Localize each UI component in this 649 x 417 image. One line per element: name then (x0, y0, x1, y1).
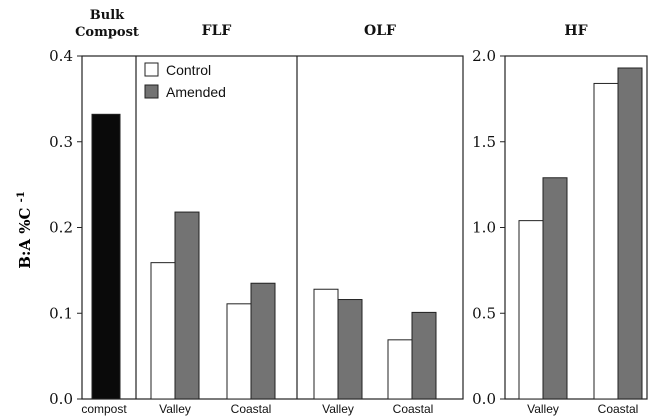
bar-control (313, 288, 339, 400)
bar-amended (617, 67, 643, 400)
panel-title: Compost (75, 25, 139, 40)
panel-title: OLF (364, 23, 396, 39)
panel-title: FLF (202, 23, 232, 39)
right-axis: 0.0 0.5 1.0 1.5 2.0 (472, 47, 505, 408)
panel-title: HF (564, 23, 587, 39)
panel-title: Bulk (90, 8, 125, 23)
bars (91, 67, 643, 400)
legend-label: Control (166, 62, 211, 78)
bar-amended (337, 299, 363, 400)
panel-titles: Bulk Compost FLF OLF HF (75, 8, 588, 40)
bar-amended (250, 282, 276, 400)
bar-control (593, 82, 619, 400)
left-tick-label: 0.3 (49, 133, 73, 151)
category-label: Valley (159, 402, 191, 416)
bar-amended (411, 311, 437, 400)
bar-control (387, 339, 413, 400)
bar-amended (174, 211, 200, 400)
legend-swatch (144, 84, 159, 99)
y-axis-label: B:A %C -1 (16, 191, 34, 269)
left-tick-label: 0.1 (49, 304, 73, 322)
right-tick-label: 2.0 (472, 47, 496, 65)
category-label: compost (81, 402, 127, 416)
y-axis-label-text: B:A %C (16, 202, 34, 269)
legend-label: Amended (166, 84, 226, 100)
category-label: Coastal (231, 402, 272, 416)
bar-bulk (91, 113, 121, 400)
bar-control (150, 262, 176, 400)
left-tick-label: 0.4 (49, 47, 73, 65)
right-tick-label: 0.5 (472, 304, 496, 322)
left-axis: 0.0 0.1 0.2 0.3 0.4 (49, 47, 82, 408)
legend: Control Amended (144, 62, 226, 100)
bar-control (226, 303, 252, 400)
y-axis-label-superscript: -1 (16, 191, 27, 202)
category-labels: compost Valley Coastal Valley Coastal Valley C… (81, 402, 638, 416)
category-label: Coastal (598, 402, 639, 416)
bar-control (518, 220, 544, 400)
category-label: Coastal (393, 402, 434, 416)
bar-amended (542, 177, 568, 400)
left-tick-label: 0.0 (49, 390, 73, 408)
right-tick-label: 1.5 (472, 133, 496, 151)
right-tick-label: 1.0 (472, 219, 496, 237)
legend-swatch (144, 62, 159, 77)
right-tick-label: 0.0 (472, 390, 496, 408)
category-label: Valley (527, 402, 559, 416)
left-tick-label: 0.2 (49, 219, 73, 237)
category-label: Valley (322, 402, 354, 416)
